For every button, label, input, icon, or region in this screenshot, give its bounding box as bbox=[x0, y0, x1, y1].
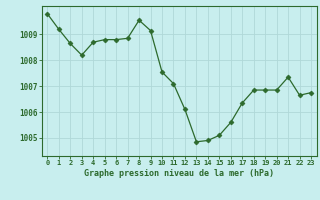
X-axis label: Graphe pression niveau de la mer (hPa): Graphe pression niveau de la mer (hPa) bbox=[84, 169, 274, 178]
